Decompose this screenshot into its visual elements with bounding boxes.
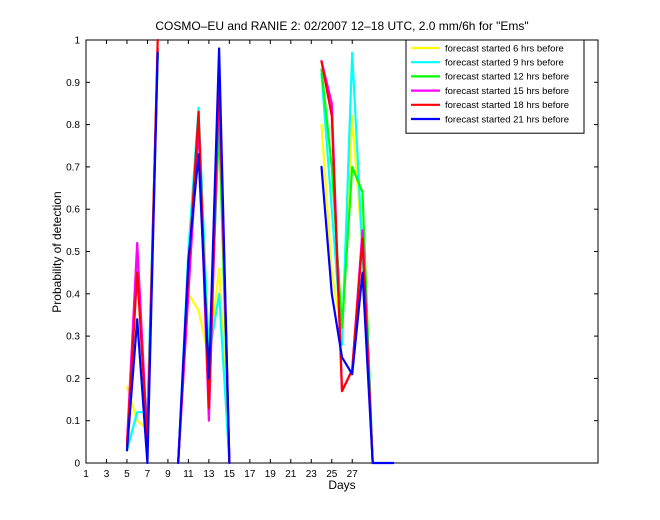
x-tick-label: 7	[145, 469, 151, 480]
y-tick-label: 0.9	[66, 78, 80, 89]
legend-box	[405, 39, 585, 134]
legend-entry: forecast started 21 hrs before	[445, 114, 569, 125]
series-layer	[125, 38, 395, 465]
x-tick-label: 27	[347, 469, 359, 480]
x-tick-label: 23	[306, 469, 318, 480]
legend-entry: forecast started 6 hrs before	[445, 43, 564, 54]
y-tick-label: 0.4	[66, 289, 80, 300]
series-line-5-segment-3	[320, 60, 374, 465]
y-tick-label: 0.3	[66, 332, 80, 343]
x-tick-label: 17	[244, 469, 256, 480]
legend-entry: forecast started 12 hrs before	[445, 72, 569, 83]
y-tick-label: 0.7	[66, 162, 80, 173]
y-tick-label: 0.1	[66, 416, 80, 427]
x-tick-label: 13	[203, 469, 215, 480]
series-line-6-segment-1	[125, 51, 159, 465]
y-tick-label: 1	[74, 36, 80, 47]
y-tick-label: 0.2	[66, 374, 80, 385]
x-tick-label: 1	[83, 469, 89, 480]
series-line-3-segment-3	[320, 68, 374, 465]
x-axis: 1 3 5 7 9 11 13 15 17 19 21 23 25 27	[83, 40, 358, 480]
x-tick-label: 5	[124, 469, 130, 480]
y-tick-label: 0	[74, 459, 80, 470]
y-tick-label: 0.5	[66, 247, 80, 258]
x-tick-label: 15	[224, 469, 236, 480]
x-tick-label: 11	[183, 469, 194, 480]
x-tick-label: 9	[165, 469, 171, 480]
x-tick-label: 19	[265, 469, 277, 480]
legend-entry: forecast started 15 hrs before	[445, 86, 569, 97]
y-axis-label: Probability of detection	[50, 191, 64, 312]
series-line-6-segment-2	[177, 47, 231, 465]
y-tick-label: 0.8	[66, 120, 80, 131]
y-tick-label: 0.6	[66, 205, 80, 216]
x-tick-label: 25	[326, 469, 338, 480]
y-axis: 0 0.1 0.2 0.3 0.4 0.5 0.6 0.7 0.8 0.9 1	[66, 36, 598, 470]
chart-title: COSMO–EU and RANIE 2: 02/2007 12–18 UTC,…	[155, 19, 528, 33]
x-tick-label: 3	[104, 469, 110, 480]
x-tick-label: 21	[285, 469, 297, 480]
series-line-6-segment-3	[320, 165, 395, 465]
legend: forecast started 6 hrs before forecast st…	[405, 39, 585, 134]
x-axis-label: Days	[328, 478, 355, 492]
legend-entry: forecast started 9 hrs before	[445, 58, 564, 69]
legend-entry: forecast started 18 hrs before	[445, 100, 569, 111]
